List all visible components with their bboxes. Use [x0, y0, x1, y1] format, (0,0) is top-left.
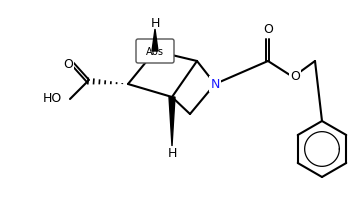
- Text: H: H: [167, 146, 177, 159]
- Text: O: O: [63, 57, 73, 70]
- Polygon shape: [152, 30, 158, 52]
- Text: O: O: [263, 23, 273, 36]
- Text: HO: HO: [43, 91, 62, 104]
- Text: O: O: [290, 69, 300, 82]
- Text: N: N: [210, 78, 220, 91]
- Polygon shape: [169, 97, 175, 146]
- Text: Abs: Abs: [146, 47, 164, 57]
- FancyBboxPatch shape: [136, 40, 174, 64]
- Text: H: H: [150, 17, 160, 30]
